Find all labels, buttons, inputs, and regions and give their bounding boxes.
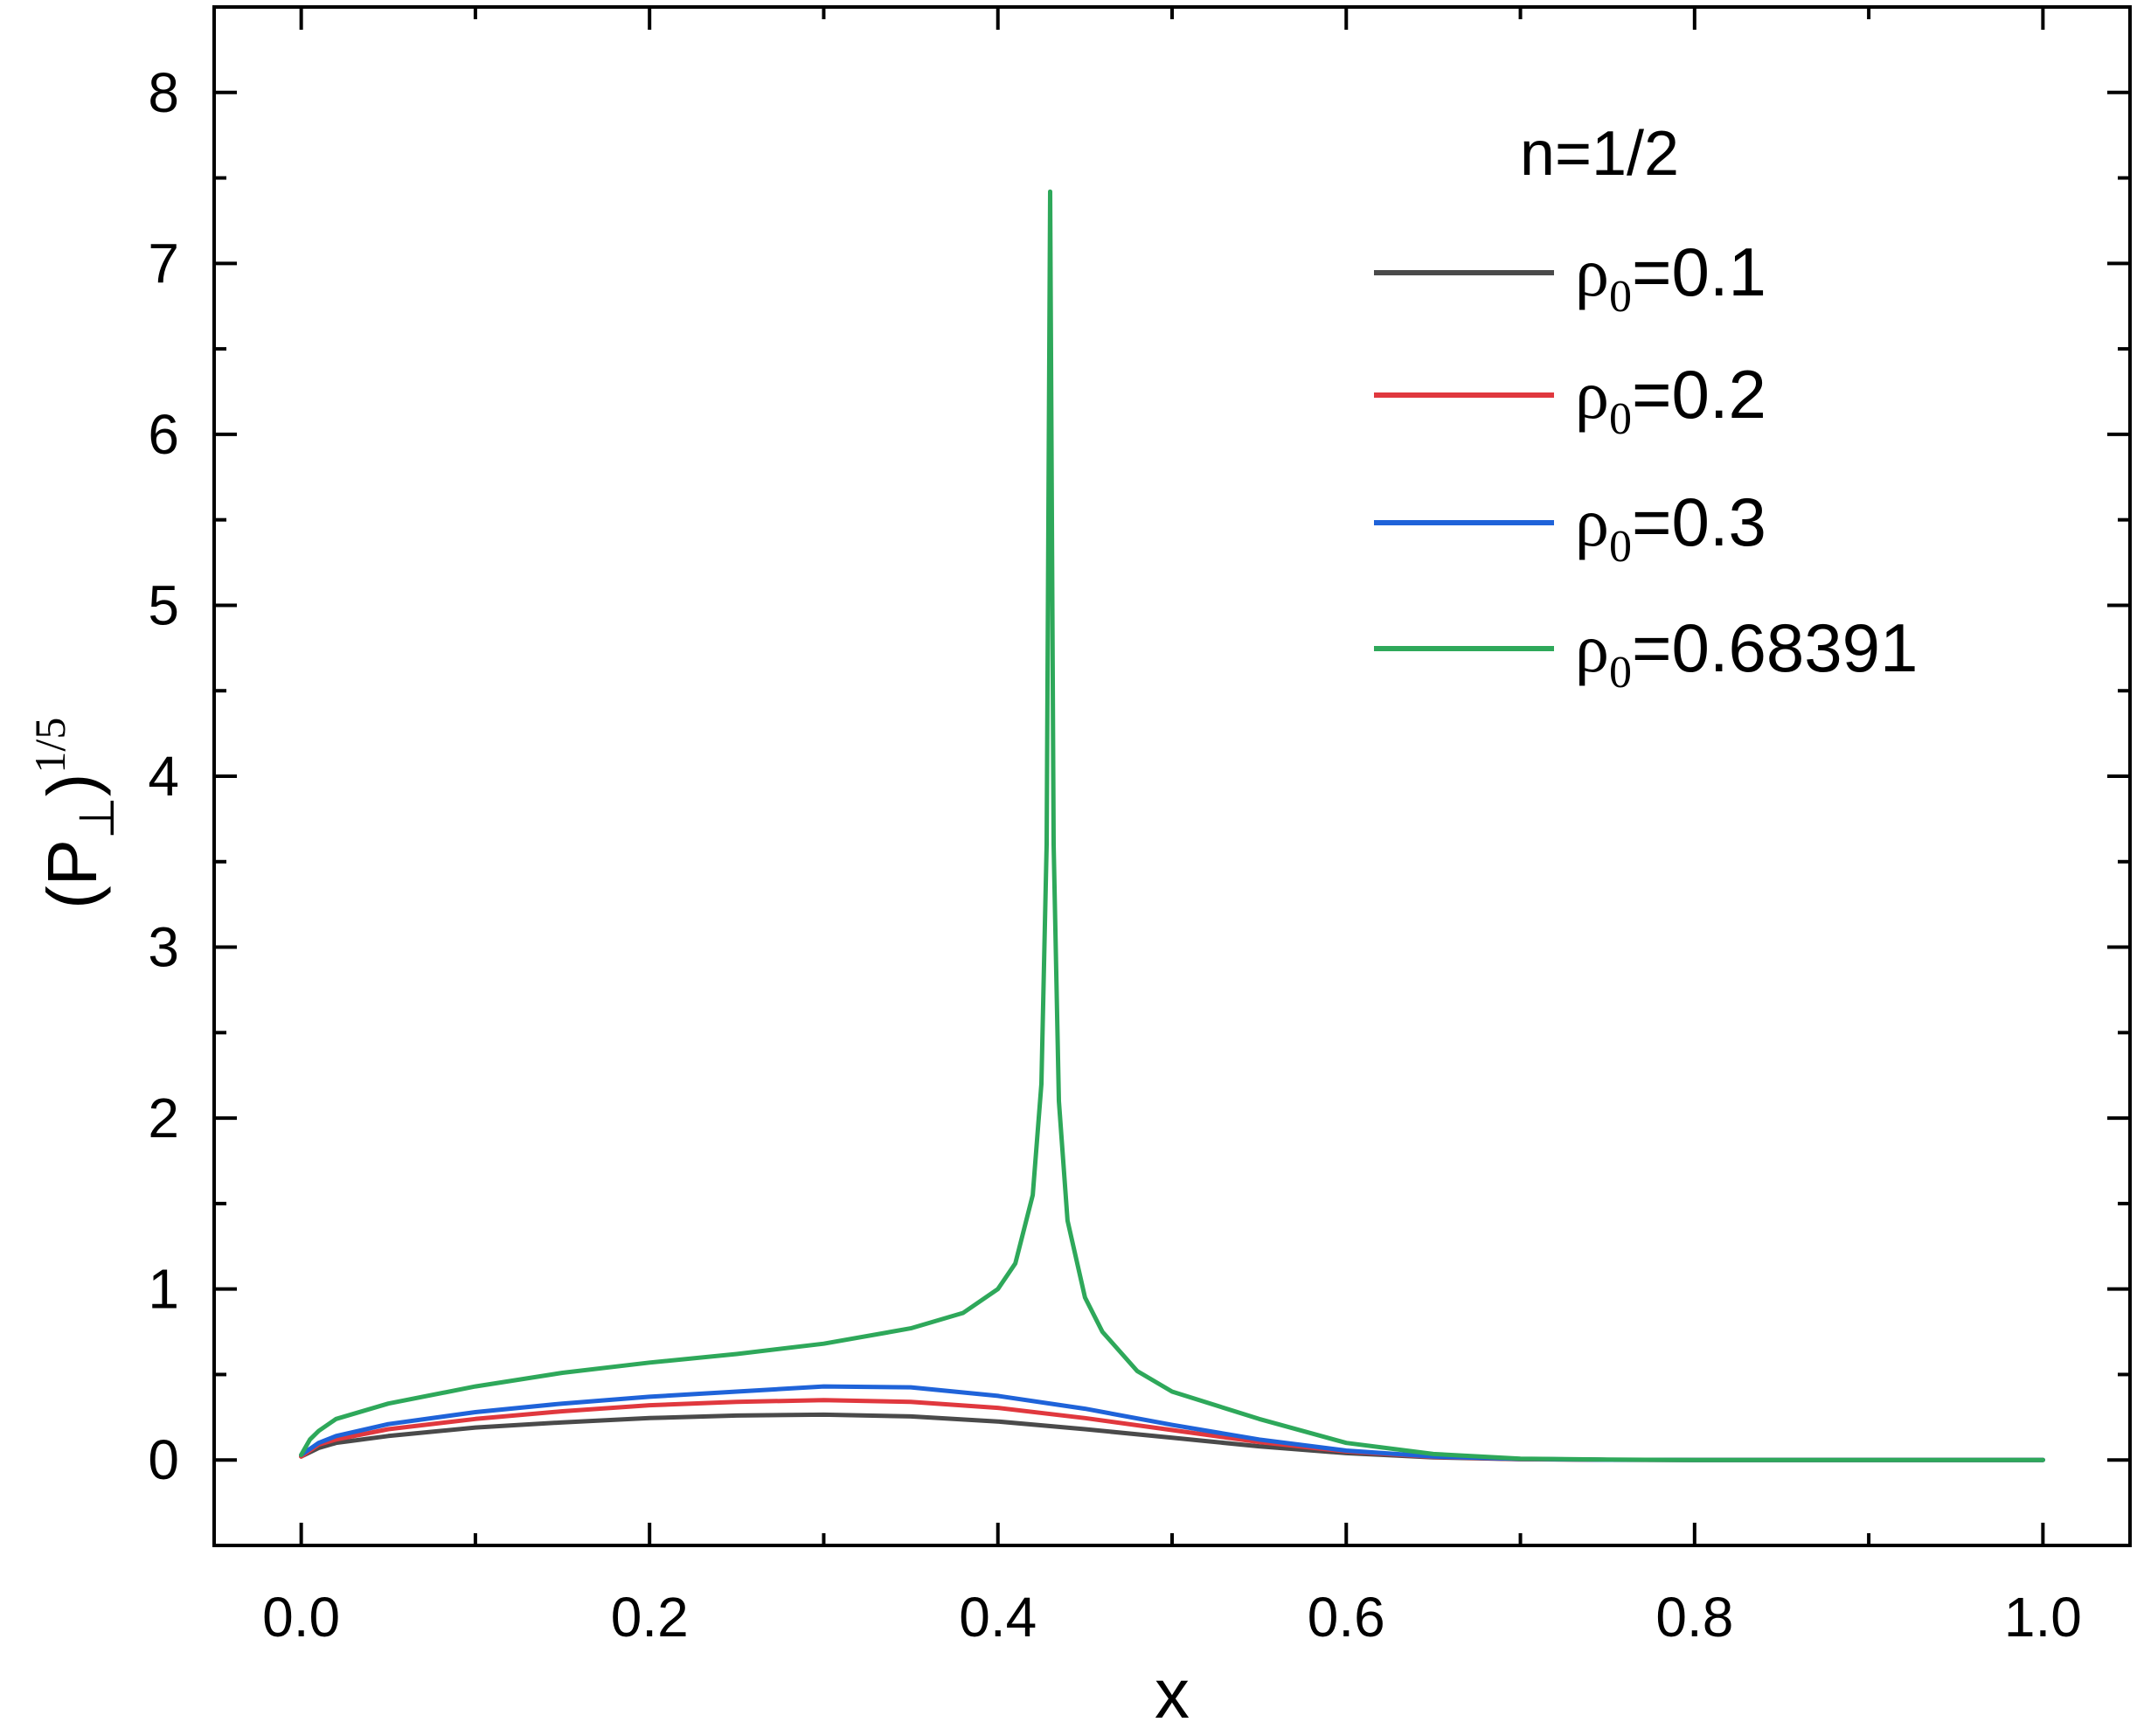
y-tick-label: 2 [148, 1087, 179, 1149]
x-tick-label: 0.4 [959, 1586, 1037, 1649]
y-axis-title-subscript: ⊥ [69, 796, 124, 839]
y-tick-label: 5 [148, 573, 179, 636]
legend-label: ρ0=0.3 [1575, 483, 1766, 572]
series-line-4 [299, 189, 2045, 1462]
y-tick-label: 8 [148, 61, 179, 124]
x-tick-label: 1.0 [2004, 1586, 2082, 1649]
x-tick-label: 0.8 [1655, 1586, 1733, 1649]
series-lines [299, 189, 2045, 1462]
y-axis-title: (P⊥)1/5 [25, 718, 124, 909]
x-axis-title: x [1155, 1655, 1190, 1733]
y-tick-label: 3 [148, 916, 179, 979]
y-tick-label: 0 [148, 1428, 179, 1491]
y-tick-label: 7 [148, 232, 179, 295]
svg-text:(P⊥)1/5: (P⊥)1/5 [25, 718, 124, 909]
x-tick-label: 0.6 [1308, 1586, 1385, 1649]
y-tick-label: 6 [148, 403, 179, 466]
legend-title: n=1/2 [1520, 119, 1679, 189]
legend-label: ρ0=0.1 [1575, 233, 1766, 322]
y-tick-label: 1 [148, 1258, 179, 1321]
x-tick-label: 0.0 [262, 1586, 340, 1649]
x-tick-label: 0.2 [611, 1586, 689, 1649]
legend-label: ρ0=0.2 [1575, 356, 1766, 444]
legend-label: ρ0=0.68391 [1575, 609, 1918, 698]
y-axis-title-superscript: 1/5 [25, 718, 74, 774]
y-axis-title-open: (P [33, 839, 111, 909]
y-axis-title-close: ) [33, 774, 111, 797]
x-axis-ticks: 0.0 0.2 0.4 0.6 0.8 1.0 [262, 7, 2082, 1649]
y-tick-label: 4 [148, 745, 179, 808]
legend: ρ0=0.1 ρ0=0.2 ρ0=0.3 ρ0=0.68391 [1374, 233, 1918, 698]
y-axis-ticks: 0 1 2 3 4 5 6 7 8 [148, 5, 2130, 1547]
